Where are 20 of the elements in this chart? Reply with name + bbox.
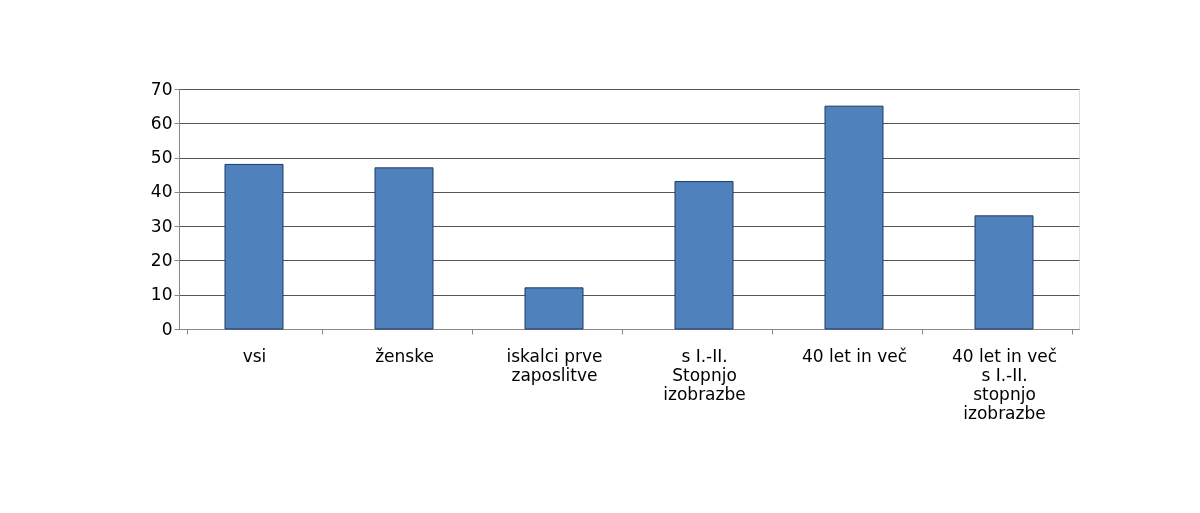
x-tick-label: 40 let in več — [801, 345, 908, 366]
bar — [824, 105, 884, 330]
bar — [674, 181, 734, 330]
y-tick-label: 20 — [150, 249, 173, 270]
y-tick-label: 10 — [150, 284, 173, 305]
bar — [374, 167, 434, 330]
x-tick-label: iskalci prve zaposlitve — [506, 345, 603, 385]
x-tick-label: s I.-II. Stopnjo izobrazbe — [663, 345, 746, 404]
bar — [224, 163, 284, 330]
y-tick-label: 40 — [150, 181, 173, 202]
y-tick-label: 30 — [150, 215, 173, 236]
y-tick-label: 70 — [150, 78, 173, 99]
y-tick-label: 60 — [150, 112, 173, 133]
bar — [974, 215, 1034, 330]
x-tick-label: vsi — [242, 345, 267, 366]
x-tick-label: ženske — [375, 345, 434, 366]
bar — [524, 287, 584, 330]
y-tick-label: 0 — [161, 318, 173, 339]
y-tick-label: 50 — [150, 147, 173, 168]
x-tick-label: 40 let in več s I.-II. stopnjo izobrazbe — [951, 345, 1058, 423]
